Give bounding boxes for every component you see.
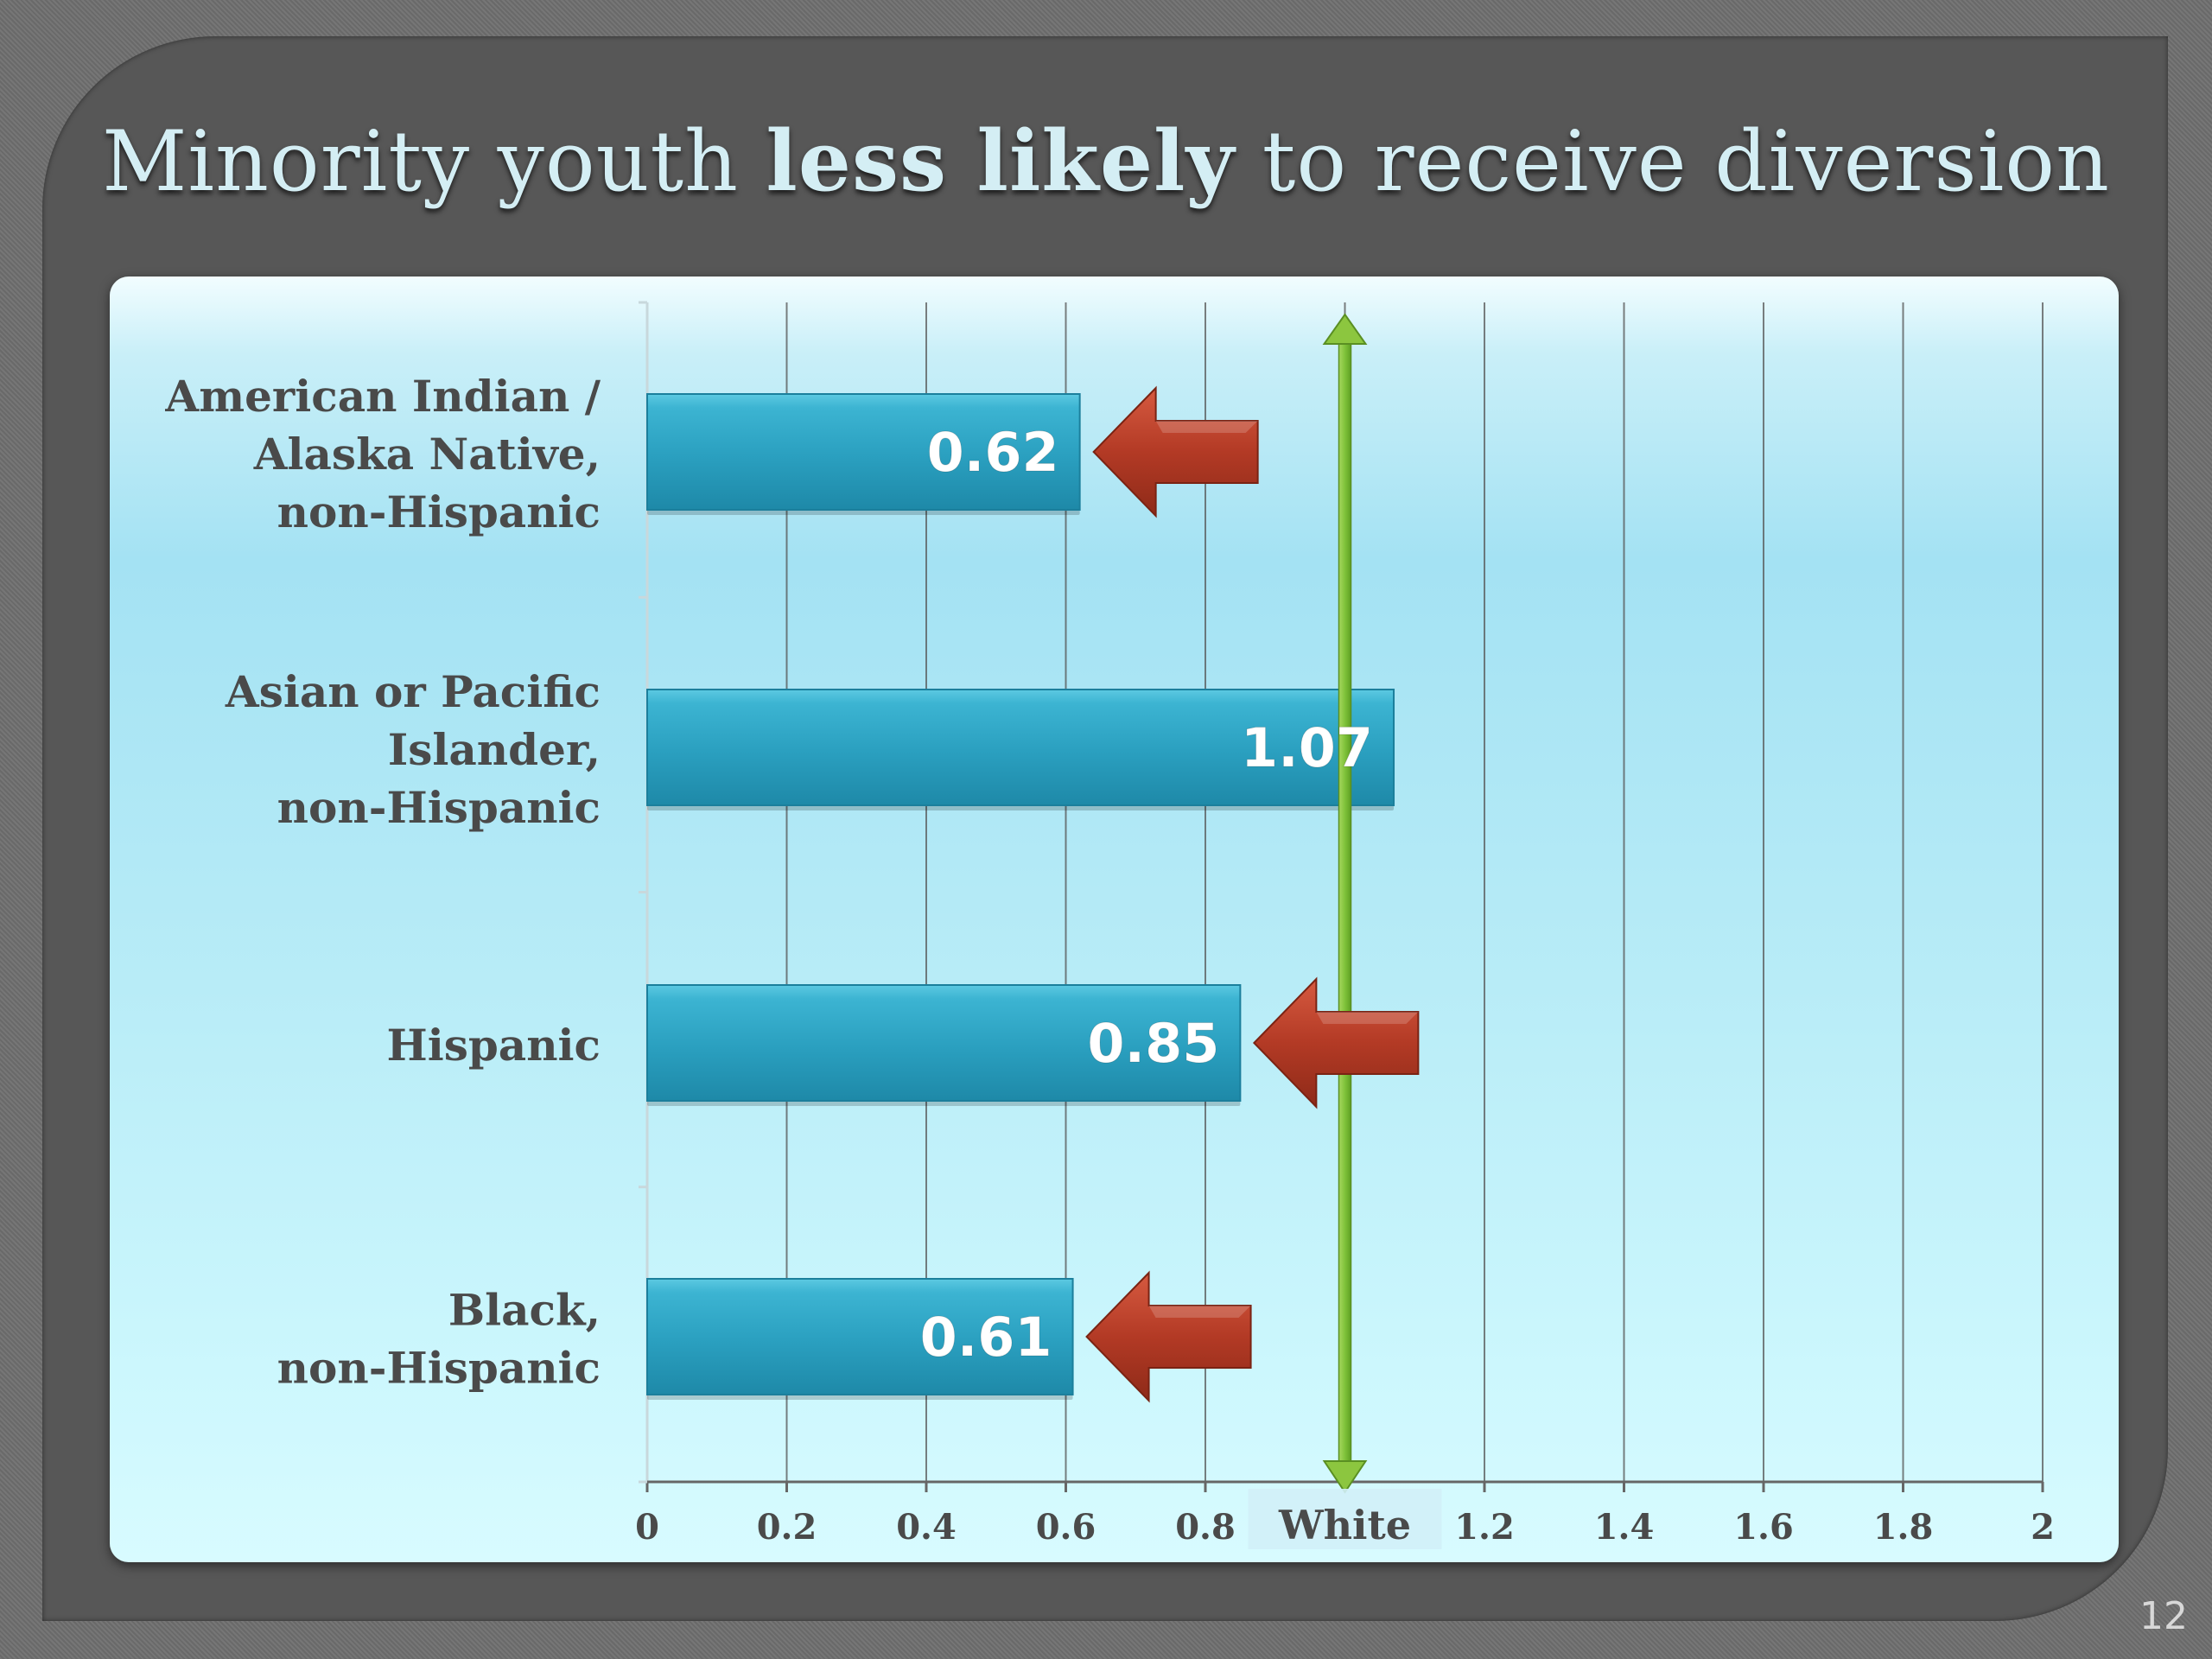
red-arrow-highlight xyxy=(1148,1306,1251,1318)
title-bold: less likely xyxy=(766,112,1236,210)
x-tick-label: 0.6 xyxy=(1036,1507,1096,1548)
chart-panel: 0.62 1.07 0.85 0.61 American Indian / Alaska … xyxy=(110,276,2119,1562)
red-arrow xyxy=(1092,385,1259,518)
slide-number: 12 xyxy=(2139,1594,2188,1638)
bar-value-label: 0.85 xyxy=(1087,1012,1219,1075)
category-label-line: Asian or Pacific xyxy=(225,666,601,717)
reference-tick-label: White xyxy=(1278,1502,1411,1548)
category-label: Asian or Pacific Islander, non-Hispanic xyxy=(225,666,601,833)
slide-title: Minority youth less likely to receive di… xyxy=(0,112,2212,210)
bar-value-label: 1.07 xyxy=(1241,716,1373,779)
x-tick-label: 1.4 xyxy=(1594,1507,1655,1548)
bar xyxy=(646,393,1081,511)
arrows xyxy=(1085,385,1420,1403)
bar xyxy=(646,1278,1074,1395)
x-tick-label: 1.6 xyxy=(1733,1507,1794,1548)
red-arrow-shape xyxy=(1085,1270,1252,1403)
x-tick-label: 2 xyxy=(2031,1507,2055,1548)
category-label: Hispanic xyxy=(386,1020,601,1071)
x-tick-label: 0.8 xyxy=(1175,1507,1236,1548)
reference-line-bottom-arrowhead xyxy=(1322,1460,1368,1494)
bar-value-label: 0.61 xyxy=(920,1306,1052,1369)
category-label-line: Islander, xyxy=(388,724,601,775)
category-label-line: Black, xyxy=(448,1285,601,1336)
category-label: Black, non-Hispanic xyxy=(277,1285,601,1394)
red-arrow-shape xyxy=(1092,385,1259,518)
category-label-line: non-Hispanic xyxy=(277,486,601,537)
category-label-line: non-Hispanic xyxy=(277,782,601,833)
category-label-line: American Indian / xyxy=(164,371,601,422)
bar xyxy=(646,984,1242,1102)
red-arrow xyxy=(1085,1270,1252,1403)
category-label-line: Hispanic xyxy=(386,1020,601,1071)
category-label-line: non-Hispanic xyxy=(277,1343,601,1394)
category-label-line: Alaska Native, xyxy=(253,429,601,480)
red-arrow-highlight xyxy=(1316,1012,1419,1024)
bar xyxy=(646,689,1395,806)
red-arrow xyxy=(1252,976,1420,1109)
red-arrow-shape xyxy=(1252,976,1420,1109)
bars xyxy=(646,393,1395,1400)
white-label-background xyxy=(1248,1489,1442,1549)
reference-line-top-arrowhead xyxy=(1322,313,1368,345)
reference-line-shaft xyxy=(1338,336,1352,1470)
x-tick-label: 0.2 xyxy=(757,1507,817,1548)
x-tick-label: 1.8 xyxy=(1873,1507,1934,1548)
bar-value-label: 0.62 xyxy=(927,421,1059,484)
category-label: American Indian / Alaska Native, non-Hispa… xyxy=(164,371,601,537)
red-arrow-highlight xyxy=(1155,421,1258,433)
x-tick-label: 1.2 xyxy=(1454,1507,1515,1548)
x-tick-label: 0.4 xyxy=(896,1507,957,1548)
title-pre: Minority youth xyxy=(102,113,766,210)
reference-line xyxy=(1322,313,1368,1494)
title-post: to receive diversion xyxy=(1235,113,2110,210)
x-tick-label: 0 xyxy=(635,1507,659,1548)
